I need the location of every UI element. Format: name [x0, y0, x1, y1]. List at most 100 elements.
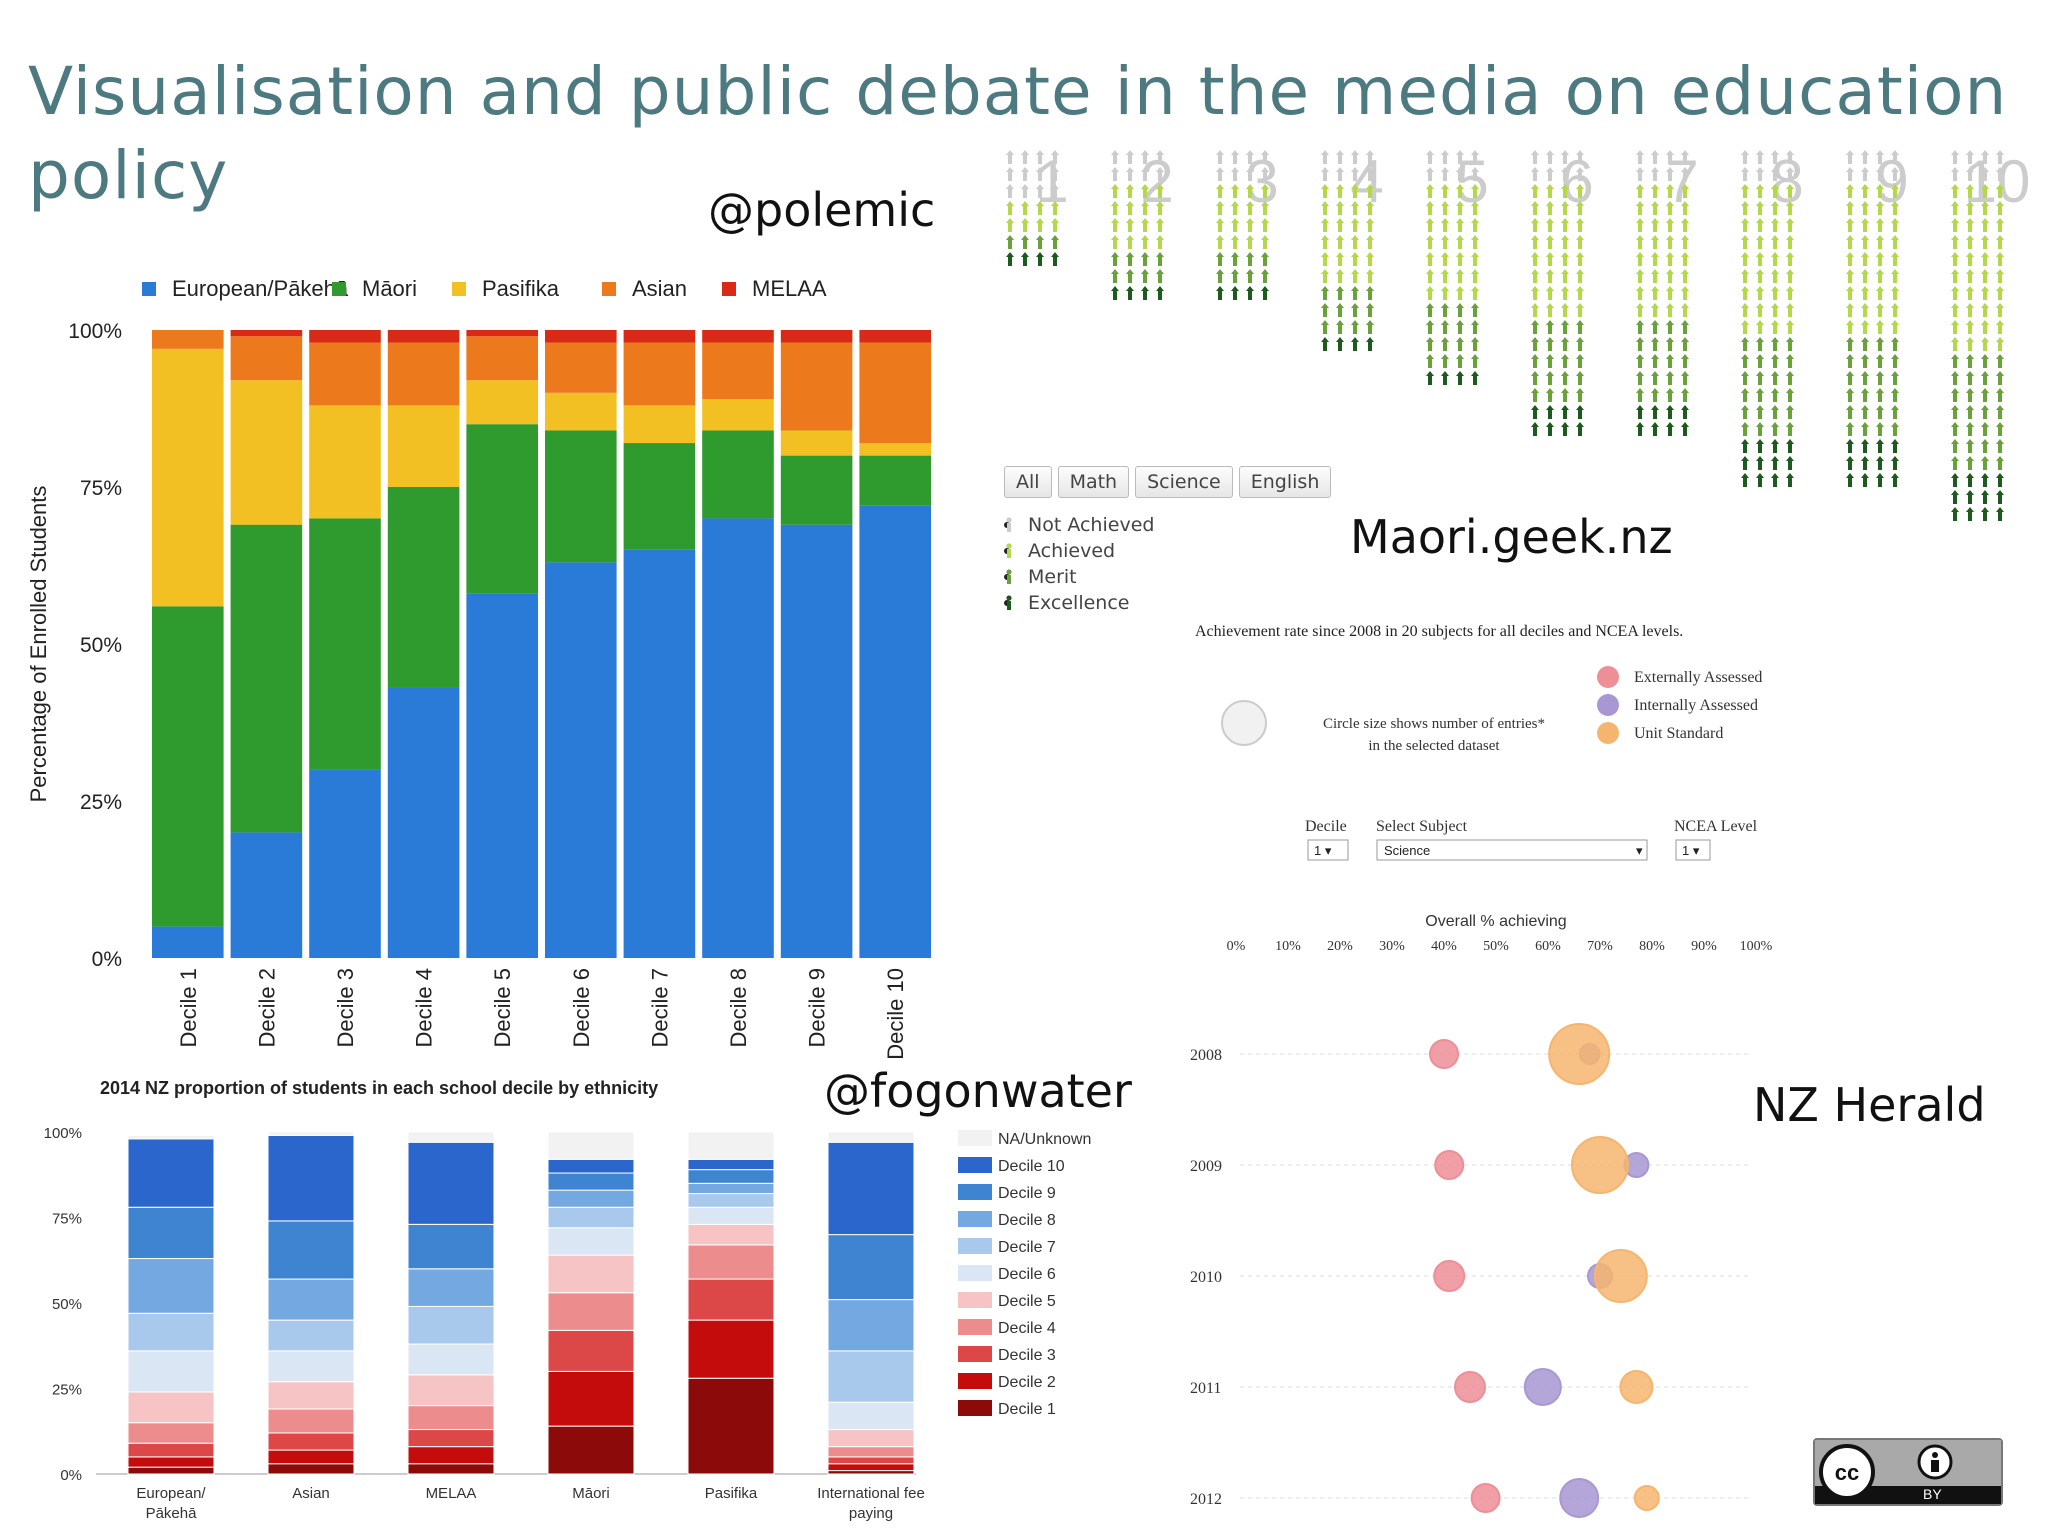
- bar-segment: [702, 430, 774, 519]
- person-icon: [1966, 252, 1974, 266]
- legend-swatch: [142, 282, 156, 296]
- x-tick-label: Pasifika: [705, 1485, 758, 1502]
- person-icon: [1771, 201, 1779, 215]
- x-tick-label: International fee: [817, 1485, 925, 1502]
- person-icon: [1981, 320, 1989, 334]
- person-icon: [1546, 388, 1554, 402]
- person-icon: [1771, 320, 1779, 334]
- person-icon: [1366, 235, 1374, 249]
- person-icon: [1996, 167, 2004, 181]
- person-icon: [1861, 405, 1869, 419]
- ncea-level-value: 1 ▾: [1682, 843, 1700, 858]
- person-icon: [1006, 543, 1012, 558]
- person-icon: [1966, 507, 1974, 521]
- person-icon: [1861, 371, 1869, 385]
- person-icon: [1681, 252, 1689, 266]
- person-icon: [1741, 167, 1749, 181]
- person-icon: [1786, 201, 1794, 215]
- person-icon: [1966, 422, 1974, 436]
- legend-swatch: [452, 282, 466, 296]
- person-icon: [1006, 184, 1014, 198]
- person-icon: [1651, 388, 1659, 402]
- person-icon: [1351, 218, 1359, 232]
- person-icon: [1126, 150, 1134, 164]
- credit-polemic: @polemic: [708, 183, 936, 237]
- person-icon: [1441, 184, 1449, 198]
- person-icon: [1681, 388, 1689, 402]
- person-icon: [1051, 235, 1059, 249]
- person-icon: [1861, 354, 1869, 368]
- person-icon: [1951, 269, 1959, 283]
- person-icon: [1681, 337, 1689, 351]
- person-icon: [1426, 371, 1434, 385]
- person-icon: [1321, 150, 1329, 164]
- bar-segment: [466, 380, 538, 425]
- person-icon: [1426, 235, 1434, 249]
- person-icon: [1741, 150, 1749, 164]
- person-icon: [1846, 354, 1854, 368]
- person-icon: [1951, 337, 1959, 351]
- tab-science[interactable]: Science: [1135, 466, 1233, 498]
- person-icon: [1876, 184, 1884, 198]
- person-icon: [1141, 184, 1149, 198]
- person-icon: [1471, 337, 1479, 351]
- person-icon: [1996, 354, 2004, 368]
- person-icon: [1576, 218, 1584, 232]
- person-icon: [1351, 303, 1359, 317]
- person-icon: [1996, 184, 2004, 198]
- person-icon: [1996, 150, 2004, 164]
- person-icon: [1561, 303, 1569, 317]
- person-icon: [1756, 286, 1764, 300]
- bar-segment: [702, 399, 774, 431]
- person-icon: [1651, 150, 1659, 164]
- nz-herald-bubble-chart: Achievement rate since 2008 in 20 subjec…: [1190, 623, 1773, 1518]
- person-icon: [1426, 337, 1434, 351]
- person-icon: [1636, 354, 1644, 368]
- person-icon: [1891, 303, 1899, 317]
- person-icon: [1111, 201, 1119, 215]
- person-icon: [1771, 269, 1779, 283]
- person-icon: [1666, 167, 1674, 181]
- person-icon: [1996, 456, 2004, 470]
- person-icon: [1321, 320, 1329, 334]
- person-icon: [1576, 167, 1584, 181]
- person-icon: [1006, 150, 1014, 164]
- person-icon: [1576, 201, 1584, 215]
- tab-english[interactable]: English: [1238, 466, 1332, 498]
- person-icon: [1861, 320, 1869, 334]
- person-icon: [1876, 473, 1884, 487]
- person-icon: [1156, 252, 1164, 266]
- bar-segment: [547, 1329, 635, 1372]
- person-icon: [1126, 218, 1134, 232]
- person-icon: [1666, 218, 1674, 232]
- person-icon: [1426, 286, 1434, 300]
- person-icon: [1846, 456, 1854, 470]
- legend-swatch: [958, 1157, 992, 1173]
- tab-all[interactable]: All: [1004, 466, 1052, 498]
- bar-segment: [623, 330, 696, 343]
- person-icon: [1771, 252, 1779, 266]
- person-icon: [1951, 490, 1959, 504]
- legend-label: Decile 10: [998, 1158, 1065, 1175]
- person-icon: [1771, 218, 1779, 232]
- person-icon: [1651, 167, 1659, 181]
- x-tick-label: 20%: [1327, 939, 1353, 954]
- bubble-point: [1559, 1478, 1600, 1518]
- person-icon: [1861, 269, 1869, 283]
- bar-segment: [152, 926, 224, 958]
- person-icon: [1966, 320, 1974, 334]
- person-icon: [1441, 286, 1449, 300]
- person-icon: [1561, 269, 1569, 283]
- tab-math[interactable]: Math: [1057, 466, 1130, 498]
- bar-segment: [407, 1343, 495, 1376]
- person-icon: [1861, 167, 1869, 181]
- person-icon: [1561, 354, 1569, 368]
- person-icon: [1546, 150, 1554, 164]
- person-icon: [1111, 150, 1119, 164]
- person-icon: [1366, 252, 1374, 266]
- person-icon: [1756, 320, 1764, 334]
- person-icon: [1561, 371, 1569, 385]
- person-icon: [1786, 303, 1794, 317]
- bar-segment: [623, 549, 696, 958]
- person-icon: [1141, 252, 1149, 266]
